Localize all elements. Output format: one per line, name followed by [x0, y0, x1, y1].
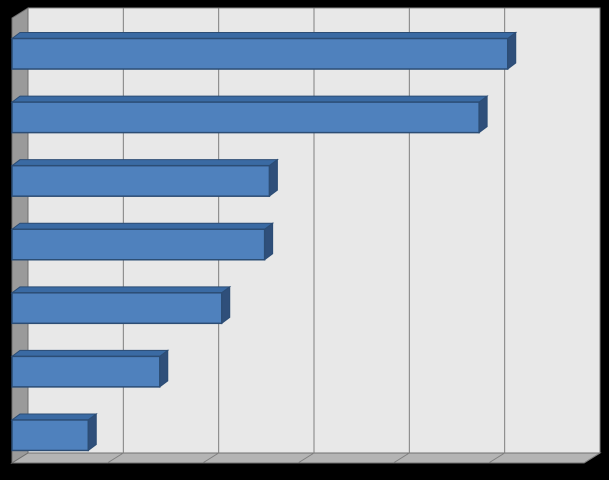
bar: [10, 222, 275, 261]
gridline-floor: [297, 452, 315, 464]
bar-end: [268, 158, 278, 198]
bar-front: [11, 355, 161, 388]
bar-top: [10, 413, 98, 421]
bar-end: [478, 95, 488, 134]
bar-front: [11, 101, 480, 134]
bar-front: [11, 419, 90, 452]
bar: [10, 31, 518, 71]
bar: [10, 95, 489, 134]
bar-end: [264, 222, 274, 261]
bar-top: [10, 32, 518, 40]
bar-front: [11, 37, 509, 70]
gridline-floor: [583, 452, 601, 464]
gridline-floor: [488, 452, 505, 464]
bar-end: [221, 285, 231, 325]
bar: [10, 158, 279, 198]
bar-end: [507, 31, 517, 71]
bar-top: [10, 159, 279, 167]
gridline-floor: [202, 452, 219, 464]
bar: [10, 285, 232, 325]
bar-top: [10, 349, 170, 357]
gridline-floor: [107, 452, 124, 464]
bar: [10, 349, 170, 388]
bar-end: [87, 412, 97, 452]
bar-front: [11, 228, 266, 261]
bar-end: [159, 349, 169, 388]
bar-top: [10, 95, 489, 103]
bar-top: [10, 222, 275, 230]
bar-front: [11, 292, 223, 325]
bar-front: [11, 164, 271, 197]
bar: [10, 412, 98, 452]
bar-top: [10, 286, 232, 294]
bars: [10, 31, 518, 452]
gridline-floor: [393, 452, 410, 464]
